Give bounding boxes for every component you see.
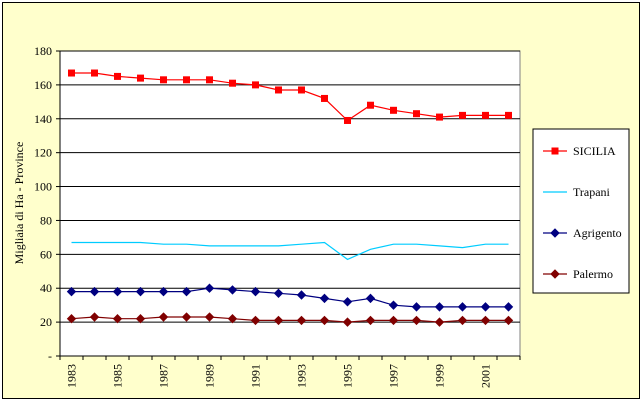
data-point-palermo [342, 317, 353, 327]
data-point-sicilia [344, 116, 351, 124]
data-point-agrigento [227, 285, 238, 295]
x-tick-label: 1983 [65, 364, 79, 388]
data-point-palermo [365, 315, 376, 326]
data-point-sicilia [298, 86, 305, 94]
y-tick-label: 120 [34, 146, 52, 160]
y-tick-label: 80 [40, 213, 52, 227]
data-point-sicilia [252, 81, 259, 89]
data-point-agrigento [503, 302, 514, 312]
data-point-sicilia [413, 110, 420, 118]
y-tick-label: 100 [34, 180, 52, 194]
data-point-agrigento [89, 286, 100, 297]
data-point-palermo [135, 314, 146, 324]
data-point-sicilia [459, 111, 466, 119]
data-point-agrigento [250, 286, 261, 297]
data-point-sicilia [229, 79, 236, 87]
data-point-agrigento [296, 290, 307, 300]
x-tick-label: 1985 [111, 364, 125, 388]
data-point-sicilia [436, 113, 443, 121]
data-point-palermo [480, 315, 491, 326]
data-point-palermo [204, 312, 215, 322]
data-point-agrigento [388, 300, 399, 310]
x-tick-label: 1991 [249, 364, 263, 388]
data-point-agrigento [204, 283, 215, 293]
data-point-palermo [296, 315, 307, 326]
series-line-sicilia [71, 72, 509, 122]
data-point-sicilia [160, 76, 167, 84]
data-point-agrigento [434, 302, 445, 312]
data-point-sicilia [505, 111, 512, 119]
data-point-palermo [273, 315, 284, 326]
x-tick-label: 1993 [295, 364, 309, 388]
legend-label-palermo: Palermo [573, 267, 613, 281]
data-point-palermo [319, 315, 330, 326]
data-point-palermo [227, 314, 238, 324]
data-point-agrigento [66, 286, 77, 297]
x-tick-label: 1997 [387, 364, 401, 388]
y-tick-label: 40 [40, 281, 52, 295]
y-tick-label: 160 [34, 78, 52, 92]
legend-label-sicilia: SICILIA [573, 144, 616, 158]
data-point-agrigento [135, 286, 146, 297]
data-point-sicilia [367, 101, 374, 109]
data-point-sicilia [68, 69, 75, 77]
data-point-palermo [89, 312, 100, 322]
legend-marker-sicilia [551, 147, 559, 155]
x-tick-label: 1989 [203, 364, 217, 388]
y-tick-label: 20 [40, 315, 52, 329]
line-chart: - 20 40 60 80 100 120 140 160 180 1983 1985 1987 1989… [12, 44, 630, 388]
data-point-palermo [66, 314, 77, 324]
data-point-palermo [388, 315, 399, 326]
y-tick-label: - [48, 349, 52, 363]
data-point-palermo [112, 314, 123, 324]
y-tick-label: 60 [40, 247, 52, 261]
chart-frame: - 20 40 60 80 100 120 140 160 180 1983 1985 1987 1989… [2, 2, 640, 399]
data-point-agrigento [181, 286, 192, 297]
series-line-trapani [71, 241, 509, 261]
data-point-sicilia [321, 94, 328, 102]
data-point-sicilia [183, 76, 190, 84]
data-point-agrigento [457, 302, 468, 312]
data-point-agrigento [112, 286, 123, 297]
x-tick-label: 1995 [341, 364, 355, 388]
legend-label-agrigento: Agrigento [573, 226, 622, 240]
data-point-agrigento [480, 302, 491, 312]
data-point-palermo [434, 317, 445, 327]
plot-area [59, 50, 521, 357]
data-point-palermo [411, 315, 422, 326]
data-point-agrigento [411, 302, 422, 312]
legend-label-trapani: Trapani [573, 185, 611, 199]
data-point-sicilia [390, 106, 397, 114]
data-point-sicilia [91, 69, 98, 77]
data-point-sicilia [114, 72, 121, 80]
data-point-palermo [250, 315, 261, 326]
legend-box [532, 128, 630, 294]
data-point-palermo [457, 315, 468, 326]
data-point-agrigento [158, 286, 169, 297]
data-point-sicilia [275, 86, 282, 94]
data-point-agrigento [365, 293, 376, 304]
data-point-palermo [158, 312, 169, 322]
y-axis-label: Migliaia di Ha - Province [12, 142, 26, 265]
x-tick-label: 1999 [433, 364, 447, 388]
x-tick-label: 2001 [479, 364, 493, 388]
data-point-sicilia [137, 74, 144, 82]
data-point-palermo [181, 312, 192, 322]
y-tick-label: 140 [34, 112, 52, 126]
data-point-sicilia [206, 76, 213, 84]
x-tick-label: 1987 [157, 364, 171, 388]
data-point-agrigento [273, 288, 284, 299]
legend-marker-palermo [550, 269, 560, 279]
y-tick-label: 180 [34, 44, 52, 58]
data-point-agrigento [342, 297, 353, 307]
data-point-sicilia [482, 111, 489, 119]
data-point-palermo [503, 315, 514, 326]
legend-marker-agrigento [550, 228, 560, 238]
data-point-agrigento [319, 293, 330, 304]
